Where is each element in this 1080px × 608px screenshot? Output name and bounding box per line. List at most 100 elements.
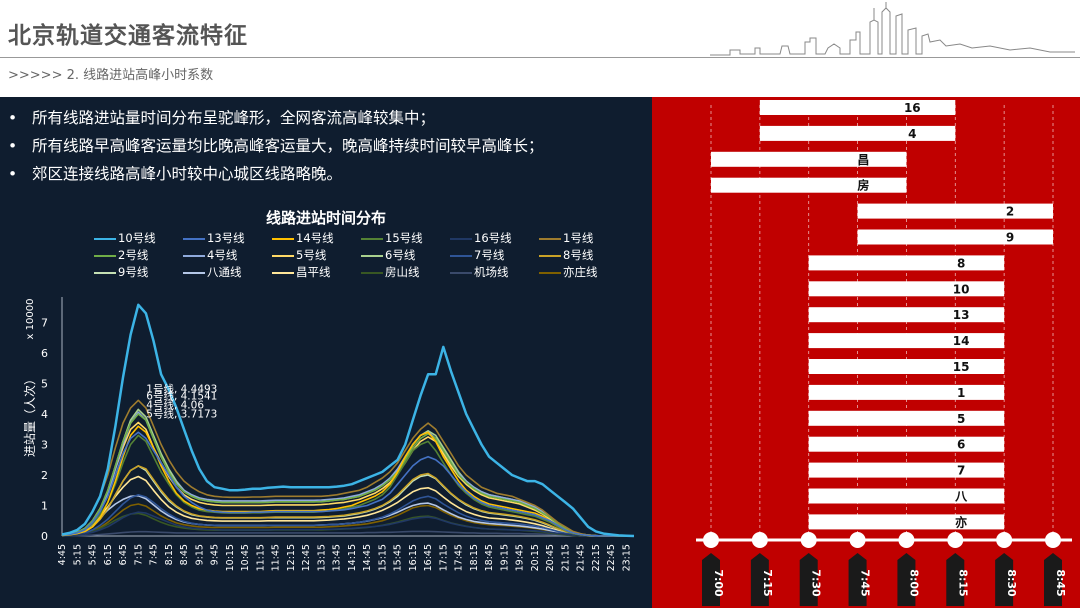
series-line bbox=[61, 494, 634, 537]
peak-hour-bar bbox=[857, 229, 1053, 245]
bar-label: 16 bbox=[904, 101, 921, 115]
legend-label: 5号线 bbox=[296, 248, 327, 262]
x-tick-label: 17:45 bbox=[454, 544, 465, 571]
bar-label: 9 bbox=[1006, 231, 1014, 245]
x-tick-label: 21:45 bbox=[576, 544, 587, 571]
time-marker bbox=[800, 532, 817, 548]
time-marker bbox=[849, 532, 866, 548]
x-tick-label: 20:45 bbox=[545, 544, 556, 571]
legend-item: 八通线 bbox=[183, 264, 242, 280]
bar-label: 14 bbox=[953, 334, 970, 348]
x-tick-label: 20:15 bbox=[530, 544, 541, 571]
legend-item: 房山线 bbox=[361, 264, 420, 280]
bullet-item: 所有线路早高峰客运量均比晚高峰客运量大，晚高峰持续时间较早高峰长； bbox=[8, 132, 544, 160]
skyline-decoration bbox=[710, 2, 1075, 56]
peak-hour-bar bbox=[808, 410, 1005, 426]
legend-label: 6号线 bbox=[385, 248, 416, 262]
legend-swatch bbox=[539, 237, 561, 240]
time-marker bbox=[996, 532, 1013, 548]
legend-item: 4号线 bbox=[183, 247, 237, 263]
peak-hour-bar bbox=[808, 488, 1005, 504]
y-tick-label: 1 bbox=[41, 500, 48, 513]
x-tick-label: 16:15 bbox=[408, 544, 419, 571]
data-label: 1号线, 4.4493 bbox=[146, 382, 217, 395]
line-chart: 0 1 2 3 4 5 6 7 8 进站量（人次） x 10000 4:45 5:15 5:45 6:15 6… bbox=[23, 297, 635, 571]
legend-swatch bbox=[94, 254, 116, 257]
series-line bbox=[61, 413, 634, 537]
legend-item: 10号线 bbox=[94, 230, 156, 246]
x-tick-label: 22:45 bbox=[606, 544, 617, 571]
time-tick-label: 8:45 bbox=[1054, 569, 1067, 596]
legend-label: 4号线 bbox=[207, 248, 238, 262]
peak-hour-bar bbox=[808, 359, 1005, 374]
peak-hour-bar bbox=[857, 203, 1053, 219]
bar-label: 1 bbox=[957, 386, 965, 400]
time-tag bbox=[848, 553, 867, 606]
x-tick-label: 18:45 bbox=[484, 544, 495, 571]
time-tick-label: 7:30 bbox=[810, 569, 823, 597]
time-tick-label: 7:15 bbox=[761, 569, 774, 596]
legend-swatch bbox=[94, 271, 116, 274]
time-tag bbox=[750, 553, 769, 606]
x-tick-label: 9:15 bbox=[194, 544, 205, 565]
time-tick-label: 7:45 bbox=[859, 569, 872, 596]
peak-hour-bar bbox=[808, 307, 1005, 323]
data-label: 6号线, 4.1541 bbox=[146, 389, 217, 402]
legend-item: 机场线 bbox=[450, 264, 509, 280]
data-label: 4号线, 4.06 bbox=[146, 398, 204, 411]
time-tag bbox=[995, 553, 1014, 606]
bar-label: 6 bbox=[957, 438, 965, 452]
x-tick-label: 22:15 bbox=[591, 544, 602, 571]
x-tick-label: 18:15 bbox=[469, 544, 480, 571]
bar-label: 15 bbox=[953, 360, 970, 374]
time-tick-label: 8:00 bbox=[907, 569, 920, 597]
y-tick-label: 8 bbox=[41, 297, 48, 299]
series-line bbox=[61, 465, 634, 537]
x-tick-label: 11:15 bbox=[255, 544, 266, 571]
legend-swatch bbox=[272, 254, 294, 257]
x-tick-label: 15:15 bbox=[377, 544, 388, 571]
legend-label: 八通线 bbox=[207, 265, 242, 279]
time-marker bbox=[1045, 532, 1061, 548]
legend-label: 7号线 bbox=[474, 248, 505, 262]
x-tick-label: 21:15 bbox=[560, 544, 571, 571]
bar-label: 5 bbox=[957, 412, 965, 426]
legend-swatch bbox=[361, 237, 383, 240]
time-marker bbox=[703, 532, 719, 548]
legend-item: 16号线 bbox=[450, 230, 512, 246]
legend-swatch bbox=[539, 254, 561, 257]
x-tick-label: 5:15 bbox=[72, 544, 83, 565]
legend-swatch bbox=[183, 254, 205, 257]
y-tick-label: 5 bbox=[41, 378, 48, 391]
x-tick-label: 14:15 bbox=[347, 544, 358, 571]
legend-swatch bbox=[361, 271, 383, 274]
bar-label: 4 bbox=[908, 127, 916, 141]
bar-label: 7 bbox=[957, 464, 965, 478]
x-tick-label: 9:45 bbox=[210, 544, 221, 565]
legend-item: 昌平线 bbox=[272, 264, 331, 280]
legend-swatch bbox=[450, 254, 472, 257]
x-tick-label: 23:15 bbox=[621, 544, 632, 571]
x-tick-label: 7:15 bbox=[133, 544, 144, 565]
x-tick-label: 13:15 bbox=[316, 544, 327, 571]
time-tick-label: 7:00 bbox=[712, 569, 725, 597]
time-marker bbox=[947, 532, 964, 548]
x-tick-label: 19:45 bbox=[515, 544, 526, 571]
legend-swatch bbox=[183, 237, 205, 240]
legend-item: 2号线 bbox=[94, 247, 148, 263]
series-line bbox=[61, 431, 634, 537]
legend-swatch bbox=[183, 271, 205, 274]
x-tick-label: 14:45 bbox=[362, 544, 373, 571]
x-tick-label: 6:45 bbox=[118, 544, 129, 565]
legend-item: 13号线 bbox=[183, 230, 245, 246]
time-tag bbox=[1044, 553, 1062, 606]
time-tag bbox=[702, 553, 720, 606]
legend-swatch bbox=[361, 254, 383, 257]
peak-hour-bar bbox=[711, 151, 907, 167]
legend-label: 8号线 bbox=[563, 248, 594, 262]
bar-label: 亦 bbox=[955, 514, 967, 529]
peak-hour-bar bbox=[808, 514, 1005, 530]
time-marker bbox=[751, 532, 768, 548]
legend-label: 16号线 bbox=[474, 231, 512, 245]
legend-swatch bbox=[450, 237, 472, 240]
